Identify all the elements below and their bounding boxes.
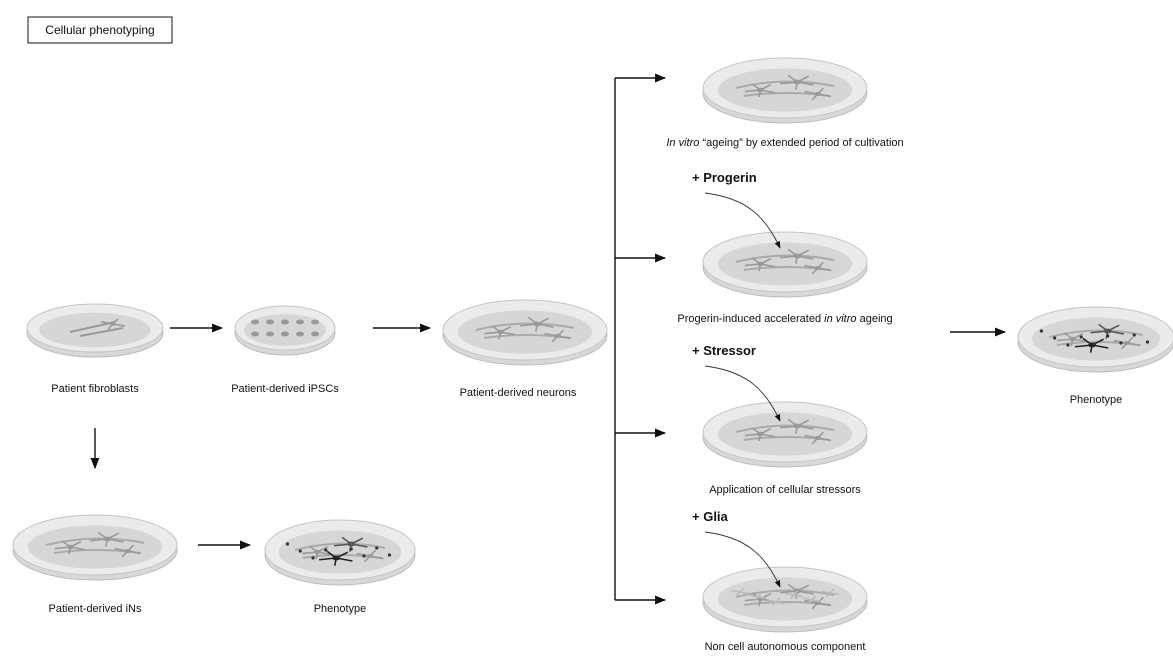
cell <box>296 332 304 337</box>
cell <box>281 320 289 325</box>
cell-body <box>815 92 821 96</box>
debris <box>1133 333 1136 336</box>
debris <box>350 547 353 550</box>
cell <box>311 332 319 337</box>
dish-medium <box>279 530 402 573</box>
node-label: Progerin-induced accelerated in vitro ag… <box>677 313 892 325</box>
treatment-label: + Stressor <box>692 343 756 358</box>
cell-body <box>1104 329 1112 334</box>
cell <box>251 320 259 325</box>
node-label: Phenotype <box>314 603 367 615</box>
node-label: Phenotype <box>1070 394 1123 406</box>
treatment-label: + Glia <box>692 509 729 524</box>
node-label: Patient-derived iPSCs <box>231 383 339 395</box>
debris <box>286 542 289 545</box>
cell-body <box>810 599 814 602</box>
dish-medium <box>28 525 162 568</box>
debris <box>1080 335 1083 338</box>
dish-medium <box>458 310 592 353</box>
cell-body <box>497 330 504 334</box>
title: Cellular phenotyping <box>45 23 154 37</box>
cell-body <box>103 537 111 542</box>
dish-medium <box>244 314 326 346</box>
dishes <box>13 58 1173 632</box>
cell <box>251 332 259 337</box>
cell-body <box>1069 337 1076 341</box>
label-part: ageing <box>860 313 893 325</box>
dish-medium <box>718 242 852 285</box>
cell-body <box>828 592 832 595</box>
cell-body <box>555 334 561 338</box>
debris <box>362 554 365 557</box>
label-part: in vitro <box>824 313 856 325</box>
dish-medium <box>718 577 852 620</box>
node-label: Application of cellular stressors <box>709 484 861 496</box>
cell-body <box>367 554 373 558</box>
cell-body <box>110 322 116 326</box>
debris <box>337 555 340 558</box>
dish-medium <box>718 412 852 455</box>
cell-body <box>533 322 541 327</box>
label-part: Progerin-induced accelerated <box>677 313 821 325</box>
debris <box>1053 336 1056 339</box>
debris <box>1066 343 1069 346</box>
cell-body <box>125 549 131 553</box>
diagram: Cellular phenotyping Patient fibroblasts… <box>0 0 1173 656</box>
node-label: Non cell autonomous component <box>705 641 866 653</box>
cell <box>311 320 319 325</box>
node-label: In vitro “ageing” by extended period of … <box>666 137 903 149</box>
cell-body <box>793 80 801 85</box>
cell-body <box>793 254 801 259</box>
cell-body <box>314 550 321 554</box>
dish-medium <box>1032 317 1160 360</box>
cell-body <box>756 596 760 599</box>
debris <box>1146 340 1149 343</box>
node-label: Patient-derived iNs <box>49 603 142 615</box>
cell-body <box>792 594 796 597</box>
node-label: Patient-derived neurons <box>460 387 577 399</box>
cell-body <box>67 545 74 549</box>
dish-medium <box>39 313 151 348</box>
debris <box>311 556 314 559</box>
node-label: Patient fibroblasts <box>51 383 139 395</box>
cell-body <box>774 601 778 604</box>
cell-body <box>757 262 764 266</box>
cell-body <box>347 542 355 547</box>
debris <box>299 549 302 552</box>
label-part: In vitro <box>666 137 699 149</box>
cell <box>266 332 274 337</box>
label-part: “ageing” by extended period of cultivati… <box>702 137 903 149</box>
cell-body <box>738 591 742 594</box>
cell-body <box>757 88 764 92</box>
cell-body <box>1124 341 1130 345</box>
debris <box>1106 334 1109 337</box>
cell <box>266 320 274 325</box>
debris <box>1040 329 1043 332</box>
cell-body <box>815 266 821 270</box>
debris <box>1119 341 1122 344</box>
debris <box>324 548 327 551</box>
cell-body <box>815 436 821 440</box>
debris <box>1093 342 1096 345</box>
debris <box>388 553 391 556</box>
cell-body <box>793 424 801 429</box>
treatment-label: + Progerin <box>692 170 757 185</box>
cell <box>281 332 289 337</box>
cell <box>296 320 304 325</box>
debris <box>375 546 378 549</box>
dish-medium <box>718 68 852 111</box>
cell-body <box>757 432 764 436</box>
